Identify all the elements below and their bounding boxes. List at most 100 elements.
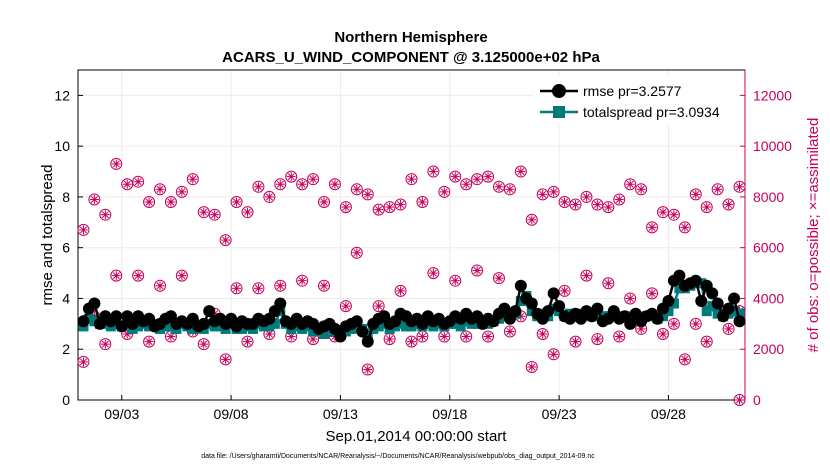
rmse-point (547, 287, 560, 300)
totalspread-point (499, 311, 510, 322)
y-right-tick-label: 8000 (753, 189, 784, 205)
x-tick-label: 09/18 (432, 406, 467, 422)
rmse-point (77, 315, 90, 328)
obs-possible-marker (427, 267, 440, 280)
obs-assimilated-stroke (484, 333, 492, 341)
obs-assimilated-stroke (101, 211, 109, 219)
totalspread-point (264, 321, 275, 332)
y-left-tick-label: 10 (54, 138, 70, 154)
obs-assimilated-stroke (561, 198, 569, 206)
obs-assimilated-stroke (582, 193, 590, 201)
totalspread-point (401, 321, 412, 332)
obs-assimilated-stroke (681, 223, 689, 231)
obs-assimilated-stroke (736, 183, 744, 191)
totalspread-point (657, 311, 668, 322)
totalspread-point (160, 321, 171, 332)
obs-assimilated-stroke (101, 340, 109, 348)
obs-possible-marker (328, 178, 341, 191)
obs-possible-marker (208, 208, 221, 221)
obs-possible-marker (667, 317, 680, 330)
totalspread-point (450, 318, 461, 329)
obs-assimilated-stroke (561, 287, 569, 295)
obs-assimilated-stroke (375, 206, 383, 214)
obs-possible-marker (361, 363, 374, 376)
rmse-point (695, 295, 708, 307)
obs-possible-marker (722, 198, 735, 211)
y-axis-left-ticks: 0 2 4 6 8 10 12 (54, 87, 83, 408)
obs-assimilated-stroke (550, 188, 558, 196)
obs-possible-marker (722, 322, 735, 335)
obs-assimilated-stroke (123, 180, 131, 188)
obs-possible-marker (197, 338, 210, 351)
obs-assimilated-stroke (243, 338, 251, 346)
obs-possible-marker (241, 335, 254, 348)
totalspread-point (291, 321, 302, 332)
obs-assimilated-stroke (648, 223, 656, 231)
obs-possible-marker (296, 178, 309, 191)
obs-possible-marker (678, 353, 691, 366)
totalspread-point (734, 308, 745, 319)
obs-possible-marker (624, 292, 637, 305)
obs-assimilated-stroke (353, 249, 361, 257)
obs-possible-marker (88, 193, 101, 206)
x-tick-label: 09/08 (214, 406, 249, 422)
obs-possible-marker (394, 284, 407, 297)
y-right-tick-label: 0 (753, 392, 761, 408)
obs-assimilated-stroke (550, 350, 558, 358)
rmse-point (673, 269, 686, 282)
legend-rmse-marker (552, 84, 566, 98)
obs-assimilated-stroke (473, 267, 481, 275)
rmse-point (711, 297, 724, 310)
totalspread-point (187, 323, 198, 334)
rmse-point (689, 274, 702, 287)
obs-assimilated-stroke (626, 294, 634, 302)
obs-assimilated-stroke (375, 302, 383, 310)
obs-possible-marker (646, 287, 659, 300)
totalspread-point (237, 323, 248, 334)
obs-assimilated-stroke (615, 195, 623, 203)
totalspread-point (133, 321, 144, 332)
rmse-point (722, 302, 735, 315)
obs-assimilated-stroke (178, 272, 186, 280)
obs-possible-marker (394, 198, 407, 211)
obs-assimilated-stroke (331, 180, 339, 188)
obs-possible-marker (405, 335, 418, 348)
rmse-point (651, 312, 664, 325)
obs-possible-marker (689, 188, 702, 201)
obs-assimilated-stroke (637, 185, 645, 193)
obs-assimilated-stroke (353, 185, 361, 193)
totalspread-point (696, 278, 707, 289)
obs-assimilated-stroke (429, 168, 437, 176)
y-axis-left-label: rmse and totalspread (39, 165, 56, 306)
obs-possible-marker (318, 279, 331, 292)
obs-assimilated-stroke (703, 203, 711, 211)
rmse-point (662, 295, 675, 307)
obs-assimilated-stroke (517, 168, 525, 176)
obs-assimilated-stroke (506, 327, 514, 335)
y-right-tick-label: 4000 (753, 290, 784, 306)
obs-assimilated-stroke (287, 333, 295, 341)
rmse-point (542, 305, 555, 318)
obs-possible-marker (733, 180, 746, 193)
obs-possible-marker (372, 300, 385, 313)
totalspread-point (395, 318, 406, 329)
rmse-point (706, 287, 719, 300)
obs-possible-marker (186, 173, 199, 186)
obs-possible-marker (154, 279, 167, 292)
obs-assimilated-stroke (233, 284, 241, 292)
obs-possible-marker (460, 330, 473, 343)
obs-assimilated-stroke (670, 211, 678, 219)
obs-possible-marker (339, 300, 352, 313)
y-left-tick-label: 4 (62, 290, 70, 306)
obs-possible-marker (503, 183, 516, 196)
obs-assimilated-stroke (626, 180, 634, 188)
obs-assimilated-stroke (582, 272, 590, 280)
obs-possible-marker (646, 221, 659, 234)
totalspread-point (111, 318, 122, 329)
obs-assimilated-stroke (692, 190, 700, 198)
totalspread-point (712, 308, 723, 319)
obs-possible-marker (569, 335, 582, 348)
obs-possible-marker (438, 185, 451, 198)
rmse-point (274, 297, 287, 310)
legend-spread-label: totalspread pr=3.0934 (583, 104, 720, 120)
